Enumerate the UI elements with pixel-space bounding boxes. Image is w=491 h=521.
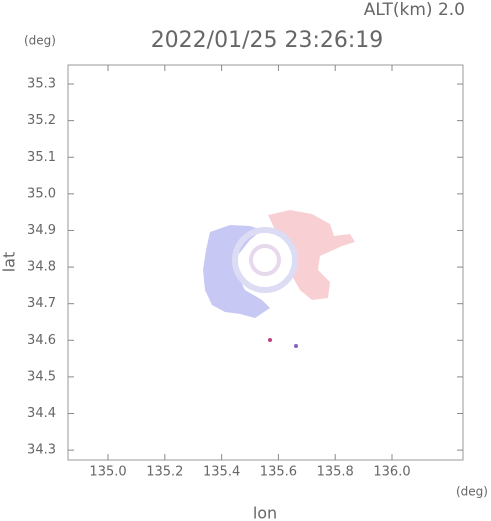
echo-field <box>203 210 355 348</box>
y-tick-label: 35.1 <box>27 150 56 165</box>
y-tick-label: 35.3 <box>27 77 56 92</box>
y-axis-label: lat <box>0 252 19 273</box>
x-tick-label: 135.2 <box>146 465 183 480</box>
plot-frame <box>67 64 464 461</box>
receding-echo <box>268 210 355 300</box>
y-tick-label: 34.8 <box>27 260 56 275</box>
center-echo <box>249 244 281 276</box>
x-tick-label: 135.4 <box>203 465 240 480</box>
x-tick-label: 135.8 <box>317 465 354 480</box>
y-tick-label: 34.6 <box>27 333 56 348</box>
echo-dot <box>268 338 272 342</box>
range-ring <box>232 227 298 293</box>
y-tick-label: 35.2 <box>27 113 56 128</box>
x-tick-label: 135.0 <box>89 465 126 480</box>
echo-dot <box>294 344 298 348</box>
approaching-echo <box>203 225 270 318</box>
x-axis-label: lon <box>253 504 277 521</box>
altitude-label: ALT(km) 2.0 <box>364 0 465 20</box>
x-unit: (deg) <box>456 485 488 499</box>
y-unit: (deg) <box>24 34 56 48</box>
y-tick-label: 34.9 <box>27 223 56 238</box>
x-tick-label: 135.6 <box>260 465 297 480</box>
y-tick-label: 34.7 <box>27 296 56 311</box>
y-tick-label: 35.0 <box>27 186 56 201</box>
y-tick-label: 34.3 <box>27 443 56 458</box>
y-tick-label: 34.4 <box>27 406 56 421</box>
x-tick-label: 136.0 <box>373 465 410 480</box>
chart-title: 2022/01/25 23:26:19 <box>151 28 384 53</box>
y-tick-label: 34.5 <box>27 369 56 384</box>
